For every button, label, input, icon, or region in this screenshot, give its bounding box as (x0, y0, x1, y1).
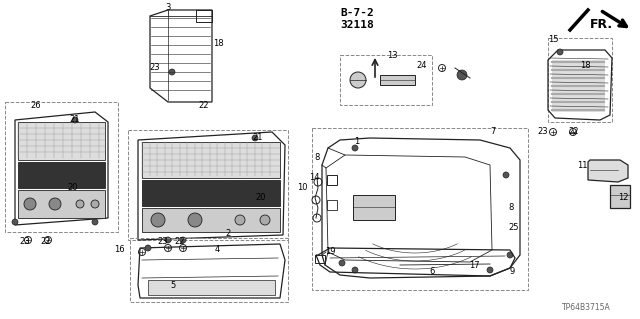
Bar (327, 200, 337, 210)
Circle shape (503, 172, 509, 178)
Circle shape (457, 70, 467, 80)
Bar (312, 128, 528, 290)
Circle shape (91, 200, 99, 208)
Text: 2: 2 (225, 228, 230, 238)
Circle shape (180, 237, 186, 243)
Text: 23: 23 (149, 63, 160, 72)
Bar (196, 10, 212, 22)
Circle shape (260, 215, 270, 225)
Polygon shape (588, 160, 628, 182)
Bar (380, 75, 415, 85)
Text: 11: 11 (577, 160, 588, 169)
Circle shape (352, 267, 358, 273)
Bar (148, 280, 275, 295)
Text: 22: 22 (175, 238, 185, 247)
Text: 8: 8 (315, 153, 320, 162)
Bar (142, 208, 280, 232)
Circle shape (507, 252, 513, 258)
Text: B-7-2
32118: B-7-2 32118 (340, 8, 374, 30)
Text: 6: 6 (429, 268, 435, 277)
Text: 14: 14 (310, 174, 320, 182)
Bar (327, 175, 337, 185)
Bar (130, 238, 288, 302)
Text: 20: 20 (67, 183, 78, 192)
Text: 18: 18 (580, 61, 591, 70)
Circle shape (92, 219, 98, 225)
Text: 22: 22 (568, 128, 579, 137)
Text: 12: 12 (618, 194, 628, 203)
Bar (18, 122, 105, 160)
Circle shape (557, 49, 563, 55)
Circle shape (252, 135, 258, 141)
Bar (5, 102, 118, 232)
Text: 23: 23 (538, 128, 548, 137)
Text: TP64B3715A: TP64B3715A (562, 303, 611, 313)
Text: 25: 25 (508, 224, 518, 233)
Bar (142, 142, 280, 178)
Bar (353, 195, 395, 220)
Circle shape (151, 213, 165, 227)
Circle shape (169, 69, 175, 75)
Bar (128, 130, 288, 240)
Text: 22: 22 (41, 238, 51, 247)
Text: 5: 5 (170, 280, 175, 290)
Bar (610, 185, 630, 208)
Text: 9: 9 (510, 268, 515, 277)
Text: 10: 10 (298, 182, 308, 191)
Text: 21: 21 (252, 132, 262, 142)
Text: 8: 8 (508, 204, 513, 212)
Bar (18, 190, 105, 218)
Circle shape (49, 198, 61, 210)
Text: 18: 18 (213, 39, 223, 48)
Bar (315, 255, 325, 263)
Text: 23: 23 (20, 238, 30, 247)
Circle shape (72, 117, 78, 123)
Text: 21: 21 (70, 115, 80, 124)
Circle shape (487, 267, 493, 273)
Text: 13: 13 (387, 50, 397, 60)
Text: 3: 3 (165, 4, 171, 12)
Circle shape (24, 198, 36, 210)
Text: 7: 7 (490, 128, 495, 137)
Bar (142, 180, 280, 206)
Circle shape (339, 260, 345, 266)
Circle shape (76, 200, 84, 208)
Text: 22: 22 (198, 100, 209, 109)
Text: 26: 26 (30, 100, 40, 109)
Text: 1: 1 (354, 137, 359, 146)
Circle shape (352, 145, 358, 151)
Bar (18, 162, 105, 188)
Circle shape (12, 219, 18, 225)
Bar (552, 60, 605, 112)
Bar (340, 55, 432, 105)
Text: 15: 15 (548, 35, 558, 44)
Text: 17: 17 (469, 261, 480, 270)
Text: 19: 19 (326, 248, 336, 256)
Bar (548, 38, 612, 122)
Text: 24: 24 (417, 61, 428, 70)
Text: 20: 20 (255, 192, 266, 202)
Text: FR.: FR. (590, 18, 613, 31)
Circle shape (188, 213, 202, 227)
Circle shape (145, 245, 151, 251)
Text: 16: 16 (115, 246, 125, 255)
Text: 4: 4 (215, 246, 220, 255)
Text: 23: 23 (157, 238, 168, 247)
Circle shape (235, 215, 245, 225)
Circle shape (165, 237, 171, 243)
Circle shape (350, 72, 366, 88)
